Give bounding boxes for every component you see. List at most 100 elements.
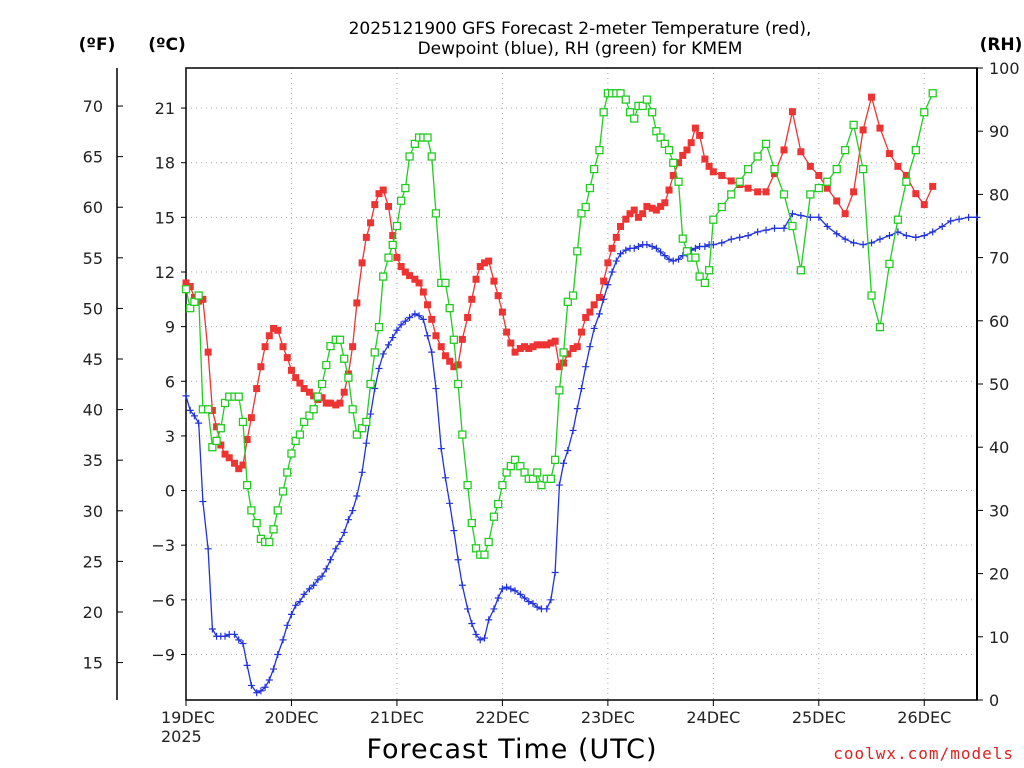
dewpoint-point	[296, 598, 304, 606]
dewpoint-point	[675, 255, 683, 263]
rh-point	[700, 278, 710, 288]
rh-point	[502, 468, 511, 477]
fahrenheit-tick-label: 30	[83, 502, 103, 521]
dewpoint-point	[204, 545, 212, 553]
dewpoint-point	[661, 252, 669, 260]
dewpoint-point	[305, 585, 313, 593]
2-meter-temperature-point	[432, 332, 440, 340]
dewpoint-point	[494, 594, 502, 602]
2-meter-temperature-point	[393, 253, 401, 261]
2-meter-temperature-point	[569, 344, 577, 352]
dewpoint-point	[358, 468, 366, 476]
dewpoint-point	[326, 556, 334, 564]
rh-point	[581, 202, 590, 212]
dewpoint-point	[547, 596, 555, 604]
dewpoint-point	[340, 528, 348, 536]
2-meter-temperature-point	[920, 201, 928, 209]
rh-point	[533, 468, 542, 477]
rh-point	[520, 468, 529, 477]
2-meter-temperature-point	[564, 350, 572, 358]
dewpoint-point	[428, 348, 436, 356]
x-tick-label: 21DEC	[370, 708, 424, 727]
rh-point	[322, 360, 331, 370]
dewpoint-point	[182, 392, 190, 400]
rh-point	[770, 164, 779, 174]
dewpoint-point	[947, 217, 955, 225]
rh-point	[348, 405, 357, 414]
rh-tick-label: 100	[989, 59, 1020, 78]
2-meter-temperature-point	[253, 385, 261, 393]
dewpoint-point	[279, 636, 287, 644]
celsius-tick-label: −6	[151, 591, 175, 610]
2-meter-temperature-point	[669, 171, 677, 179]
rh-point	[550, 455, 560, 464]
2-meter-temperature-point	[600, 277, 608, 285]
2-meter-temperature-point	[806, 162, 814, 170]
celsius-tick-label: 15	[155, 208, 175, 227]
rh-point	[595, 146, 604, 155]
dewpoint-point	[955, 215, 963, 223]
x-tick-label: 25DEC	[792, 708, 846, 727]
rh-point	[678, 234, 687, 243]
2-meter-temperature-point	[705, 162, 713, 170]
rh-point	[445, 304, 454, 313]
dewpoint-point	[590, 324, 598, 332]
2-meter-temperature-point	[239, 461, 247, 469]
dewpoint-point	[446, 499, 454, 507]
rh-point	[498, 480, 507, 490]
rh-tick-label: 20	[989, 565, 1009, 584]
dewpoint-point	[485, 616, 493, 624]
2-meter-temperature-point	[780, 146, 788, 154]
dewpoint-point	[468, 620, 476, 628]
dewpoint-point	[525, 598, 533, 606]
fahrenheit-tick-label: 40	[83, 401, 103, 420]
2-meter-temperature-point	[771, 170, 779, 178]
dewpoint-point	[912, 233, 920, 241]
rh-point	[484, 537, 493, 547]
rh-point	[489, 512, 499, 521]
dewpoint-point	[754, 228, 762, 236]
2-meter-temperature-point	[744, 184, 752, 192]
dewpoint-point	[437, 445, 445, 453]
2-meter-temperature-point	[454, 361, 462, 369]
dewpoint-point	[929, 228, 937, 236]
2-meter-temperature-point	[657, 202, 665, 210]
rh-point	[717, 202, 726, 212]
dewpoint-point	[375, 365, 383, 373]
rh-tick-label: 30	[989, 501, 1009, 520]
dewpoint-point	[573, 405, 581, 413]
dewpoint-point	[608, 268, 616, 276]
rh-point	[563, 297, 572, 306]
2-meter-temperature-point	[415, 279, 423, 287]
rh-point	[405, 152, 414, 161]
fahrenheit-tick-label: 70	[83, 97, 103, 116]
rh-point	[366, 379, 375, 389]
dewpoint-point	[432, 385, 440, 393]
dewpoint-point	[876, 235, 884, 243]
dewpoint-point	[823, 222, 831, 230]
dewpoint-point	[665, 255, 673, 263]
dewpoint-point	[393, 326, 401, 334]
rh-point	[458, 430, 467, 439]
rh-point	[621, 95, 630, 104]
2-meter-temperature-point	[468, 295, 476, 303]
2-meter-temperature-point	[885, 150, 893, 158]
2-meter-temperature-point	[204, 348, 212, 356]
dewpoint-point	[261, 683, 269, 691]
2-meter-temperature-point	[578, 328, 585, 336]
2-meter-temperature-point	[265, 332, 273, 340]
dewpoint-point	[441, 474, 449, 482]
dewpoint-point	[507, 585, 515, 593]
rh-point	[664, 146, 674, 155]
2-meter-temperature-point	[823, 184, 831, 192]
rh-point	[893, 215, 903, 224]
rh-point	[616, 89, 625, 98]
rh-tick-label: 90	[989, 122, 1009, 141]
2-meter-temperature-point	[336, 399, 344, 407]
2-meter-temperature-point	[221, 450, 229, 458]
2-meter-temperature-point	[310, 392, 318, 400]
celsius-tick-label: 0	[165, 482, 175, 501]
rh-point	[471, 544, 481, 553]
dewpoint-point	[511, 587, 519, 595]
